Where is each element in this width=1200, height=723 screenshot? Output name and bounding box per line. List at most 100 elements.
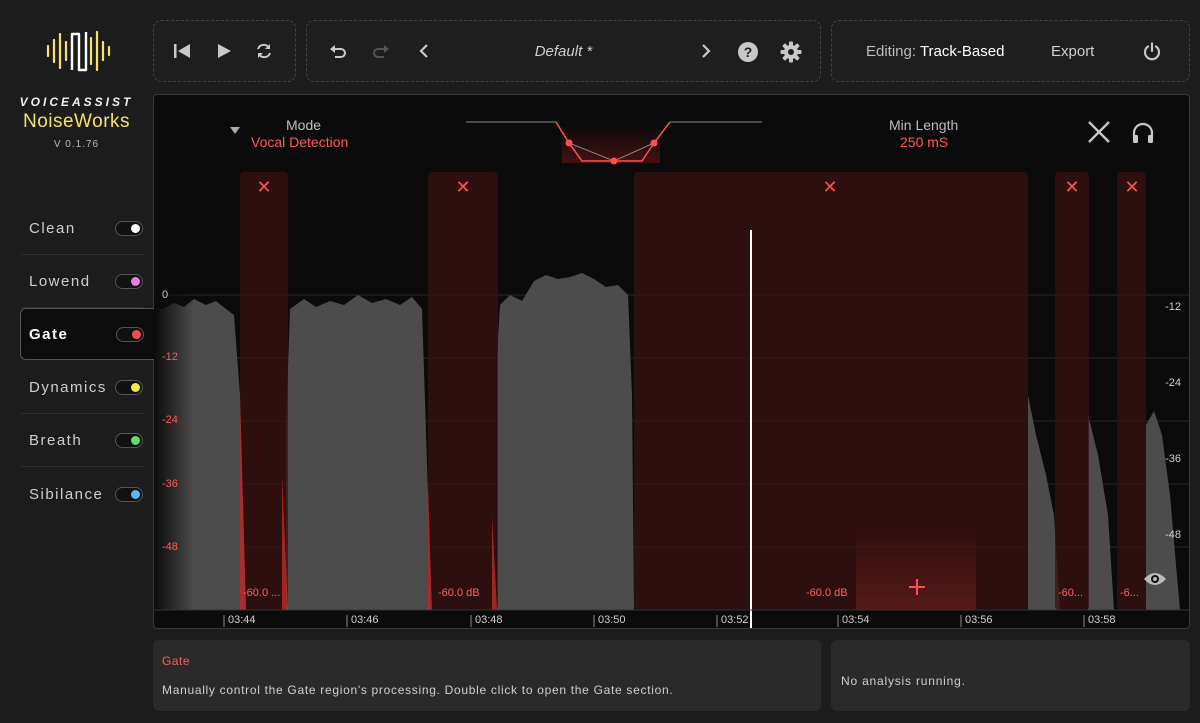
gate-region-edges bbox=[240, 395, 497, 610]
module-toggle[interactable] bbox=[116, 326, 144, 342]
region-threshold[interactable]: -60.0 dB bbox=[438, 587, 480, 599]
toggle-indicator-icon bbox=[131, 383, 140, 392]
remove-region-icon[interactable]: ✕ bbox=[455, 177, 471, 197]
transport-panel bbox=[153, 20, 296, 82]
toggle-indicator-icon bbox=[131, 277, 140, 286]
sidebar-item-dynamics[interactable]: Dynamics bbox=[21, 362, 143, 414]
listen-button[interactable] bbox=[1130, 120, 1156, 146]
play-button[interactable] bbox=[212, 39, 236, 63]
analysis-status: No analysis running. bbox=[841, 674, 966, 688]
min-length-value[interactable]: 250 mS bbox=[900, 134, 949, 150]
waveform-canvas[interactable] bbox=[154, 95, 1190, 629]
redo-button[interactable] bbox=[370, 40, 392, 62]
help-info-panel: Gate Manually control the Gate region's … bbox=[153, 640, 821, 711]
skip-to-start-button[interactable] bbox=[170, 39, 194, 63]
editing-value: Track-Based bbox=[919, 43, 1005, 60]
gear-icon bbox=[780, 41, 802, 63]
remove-region-icon[interactable]: ✕ bbox=[822, 177, 838, 197]
svg-text:?: ? bbox=[744, 44, 753, 60]
analysis-status-panel: No analysis running. bbox=[831, 640, 1190, 711]
module-toggle[interactable] bbox=[115, 486, 143, 502]
gate-region[interactable] bbox=[428, 172, 498, 610]
db-scale-right-label: -48 bbox=[1165, 529, 1181, 541]
sidebar-item-label: Sibilance bbox=[29, 485, 104, 503]
next-preset-button[interactable] bbox=[695, 40, 717, 62]
power-button[interactable] bbox=[1140, 40, 1164, 64]
module-toggle[interactable] bbox=[115, 380, 143, 395]
mode-value[interactable]: Vocal Detection bbox=[251, 134, 349, 150]
db-scale-label: -36 bbox=[162, 478, 178, 490]
sidebar-item-clean[interactable]: Clean bbox=[21, 203, 143, 255]
db-scale-label: -24 bbox=[162, 414, 178, 426]
time-ticks bbox=[223, 615, 1085, 627]
help-button[interactable]: ? bbox=[736, 40, 760, 64]
sidebar-item-breath[interactable]: Breath bbox=[21, 415, 143, 467]
gate-region[interactable] bbox=[634, 172, 1028, 610]
time-label: 03:58 bbox=[1088, 614, 1116, 626]
region-threshold[interactable]: -60... bbox=[1058, 587, 1084, 599]
help-title: Gate bbox=[162, 654, 191, 668]
db-scale-label: 0 bbox=[162, 289, 169, 301]
sidebar-item-lowend[interactable]: Lowend bbox=[21, 256, 143, 308]
sidebar-item-label: Lowend bbox=[29, 273, 91, 290]
sidebar-item-label: Gate bbox=[29, 325, 69, 343]
undo-icon bbox=[330, 45, 346, 58]
region-threshold[interactable]: -6... bbox=[1120, 587, 1139, 599]
toggle-indicator-icon bbox=[131, 436, 140, 445]
skip-back-icon bbox=[174, 44, 190, 58]
add-region-icon[interactable] bbox=[909, 579, 925, 595]
gate-region[interactable] bbox=[1055, 172, 1089, 610]
module-toggle[interactable] bbox=[115, 221, 143, 236]
remove-region-icon[interactable]: ✕ bbox=[1124, 177, 1140, 197]
power-icon bbox=[1143, 42, 1161, 61]
toggle-indicator-icon bbox=[131, 489, 140, 499]
preset-name[interactable]: Default * bbox=[534, 43, 593, 60]
loop-icon bbox=[257, 43, 271, 59]
headphones-icon bbox=[1132, 122, 1154, 143]
chevron-right-icon bbox=[702, 44, 711, 58]
previous-preset-button[interactable] bbox=[413, 40, 435, 62]
sidebar-item-label: Dynamics bbox=[29, 379, 107, 396]
db-scale-label: -48 bbox=[162, 541, 178, 553]
eye-icon bbox=[1144, 573, 1166, 585]
time-label: 03:46 bbox=[351, 614, 379, 626]
module-toggle[interactable] bbox=[115, 274, 143, 289]
time-label: 03:56 bbox=[965, 614, 993, 626]
remove-region-icon[interactable]: ✕ bbox=[1064, 177, 1080, 197]
waveform-logo-icon bbox=[46, 30, 111, 72]
close-icon bbox=[1088, 121, 1110, 143]
sidebar-item-label: Breath bbox=[29, 432, 83, 449]
gate-regions[interactable] bbox=[240, 172, 1146, 610]
brand-product-name: NoiseWorks bbox=[22, 111, 131, 132]
settings-button[interactable] bbox=[779, 40, 803, 64]
close-button[interactable] bbox=[1086, 119, 1112, 145]
gate-curve-icon[interactable] bbox=[466, 121, 762, 165]
undo-button[interactable] bbox=[327, 40, 349, 62]
module-toggle[interactable] bbox=[115, 433, 143, 448]
sidebar-item-sibilance[interactable]: Sibilance bbox=[21, 468, 143, 520]
editing-panel bbox=[831, 20, 1190, 82]
gate-waveform-display[interactable]: Mode Vocal Detection Min Length 250 mS ✕… bbox=[153, 94, 1190, 629]
play-icon bbox=[218, 44, 231, 58]
region-threshold[interactable]: -60.0 ... bbox=[243, 587, 281, 599]
sidebar-item-gate[interactable]: Gate bbox=[20, 308, 154, 360]
mode-dropdown-triangle-icon[interactable] bbox=[230, 127, 240, 134]
preset-panel: Default * ? bbox=[306, 20, 821, 82]
editing-label: Editing: bbox=[866, 43, 917, 60]
gate-region[interactable] bbox=[1117, 172, 1146, 610]
remove-region-icon[interactable]: ✕ bbox=[256, 177, 272, 197]
visibility-button[interactable] bbox=[1142, 569, 1168, 589]
export-button[interactable]: Export bbox=[1051, 43, 1095, 60]
time-label: 03:54 bbox=[842, 614, 870, 626]
time-label: 03:52 bbox=[721, 614, 749, 626]
brand-company: VOICEASSIST bbox=[19, 95, 134, 109]
region-threshold[interactable]: -60.0 dB bbox=[806, 587, 848, 599]
add-region-area[interactable] bbox=[856, 525, 976, 610]
editing-mode[interactable]: Editing: Track-Based bbox=[866, 43, 1004, 60]
gate-region[interactable] bbox=[240, 172, 288, 610]
brand-version: V 0.1.76 bbox=[53, 139, 100, 150]
help-icon: ? bbox=[738, 42, 758, 62]
db-scale-right-label: -12 bbox=[1165, 301, 1181, 313]
loop-button[interactable] bbox=[252, 39, 276, 63]
mode-label: Mode bbox=[286, 117, 322, 133]
